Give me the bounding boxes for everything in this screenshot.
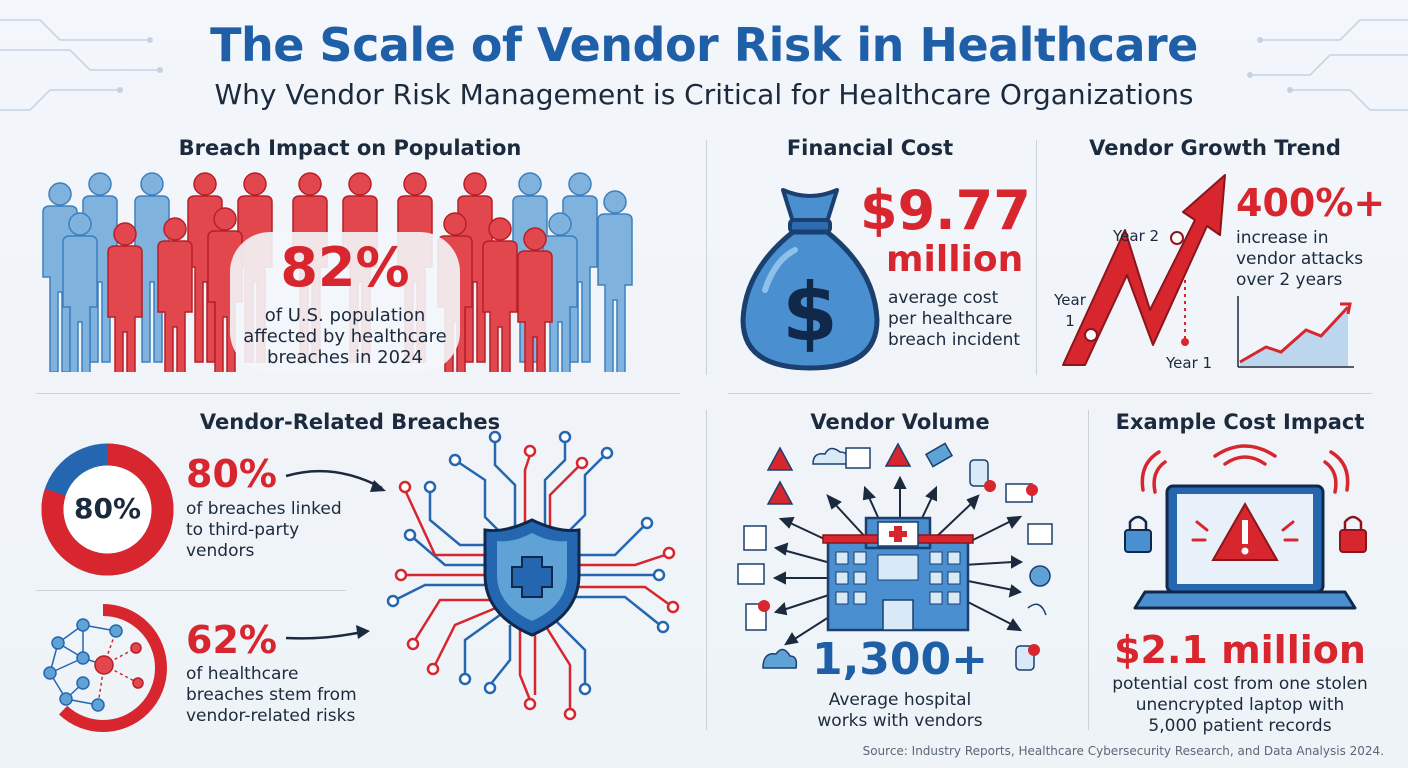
divider: [1088, 410, 1089, 730]
example-caption-line: 5,000 patient records: [1148, 716, 1332, 736]
population-caption: of U.S. population affected by healthcar…: [220, 305, 470, 368]
growth-value: 400%+: [1236, 181, 1386, 225]
network-icon: [39, 604, 167, 732]
growth-label-year2: Year 2: [1113, 227, 1160, 245]
financial-value: $9.77: [860, 179, 1031, 242]
stat1-value: 80%: [186, 452, 277, 496]
stat2-caption: of healthcare breaches stem from vendor-…: [186, 664, 386, 727]
shield-circuit-icon: [386, 430, 680, 721]
volume-caption-line: works with vendors: [817, 711, 983, 731]
stat2-caption-line: breaches stem from: [186, 685, 357, 705]
growth-arrow-icon: [1062, 174, 1226, 366]
example-value: $2.1 million: [1114, 628, 1366, 672]
trend-chart-icon: [1237, 296, 1354, 368]
population-caption-line: affected by healthcare: [243, 326, 447, 347]
population-caption-line: breaches in 2024: [267, 347, 423, 368]
vendor-breaches-heading: Vendor-Related Breaches: [199, 410, 501, 434]
people-crowd-icon: [42, 172, 633, 372]
divider: [728, 393, 1372, 394]
donut-label: 80%: [73, 492, 142, 525]
financial-caption: average cost per healthcare breach incid…: [888, 288, 1038, 351]
financial-caption-line: per healthcare: [888, 309, 1013, 329]
growth-caption-line: over 2 years: [1236, 270, 1343, 290]
growth-label-year1-left-line: Year: [1054, 291, 1086, 309]
divider: [36, 393, 680, 394]
money-bag-icon: $: [740, 188, 880, 371]
volume-value: 1,300+: [811, 634, 989, 685]
stat2-value: 62%: [186, 618, 277, 662]
pointer-arrow-icon: [285, 625, 370, 640]
svg-text:$: $: [782, 266, 838, 359]
volume-caption: Average hospital works with vendors: [790, 690, 1010, 732]
stat2-caption-line: vendor-related risks: [186, 706, 356, 726]
source-footnote: Source: Industry Reports, Healthcare Cyb…: [862, 744, 1384, 758]
population-value: 82%: [280, 236, 410, 299]
donut-chart-80: [41, 443, 174, 576]
example-caption: potential cost from one stolen unencrypt…: [1100, 674, 1380, 737]
growth-label-year1-left-line: 1: [1065, 312, 1075, 330]
divider: [36, 590, 346, 591]
example-heading: Example Cost Impact: [1115, 410, 1365, 434]
divider: [1036, 140, 1037, 375]
financial-heading: Financial Cost: [786, 136, 954, 160]
volume-heading: Vendor Volume: [810, 410, 990, 434]
stat2-caption-line: of healthcare: [186, 664, 299, 684]
population-caption-line: of U.S. population: [264, 305, 426, 326]
growth-heading: Vendor Growth Trend: [1089, 136, 1341, 160]
divider: [706, 410, 707, 730]
stat1-caption-line: vendors: [186, 541, 255, 561]
hospital-vendor-hub-icon: [737, 442, 1053, 671]
volume-caption-line: Average hospital: [828, 690, 972, 710]
financial-unit: million: [886, 239, 1024, 280]
example-caption-line: potential cost from one stolen: [1112, 674, 1368, 694]
example-caption-line: unencrypted laptop with: [1135, 695, 1345, 715]
population-heading: Breach Impact on Population: [178, 136, 522, 160]
stat1-caption: of breaches linked to third-party vendor…: [186, 499, 366, 562]
growth-caption-line: increase in: [1236, 228, 1329, 248]
pointer-arrow-icon: [285, 469, 386, 492]
financial-caption-line: average cost: [888, 288, 999, 308]
stat1-caption-line: to third-party: [186, 520, 300, 540]
financial-caption-line: breach incident: [888, 330, 1021, 350]
growth-label-year1-left: Year 1: [1053, 290, 1087, 332]
growth-caption-line: vendor attacks: [1236, 249, 1364, 269]
laptop-alert-icon: [1124, 444, 1367, 610]
growth-caption: increase in vendor attacks over 2 years: [1236, 228, 1386, 291]
divider: [706, 140, 707, 375]
stat1-caption-line: of breaches linked: [186, 499, 342, 519]
page-title: The Scale of Vendor Risk in Healthcare: [210, 18, 1198, 72]
growth-label-year1-bottom: Year 1: [1166, 354, 1213, 372]
page-subtitle: Why Vendor Risk Management is Critical f…: [214, 78, 1194, 111]
